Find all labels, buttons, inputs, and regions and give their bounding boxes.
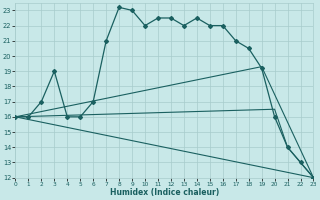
X-axis label: Humidex (Indice chaleur): Humidex (Indice chaleur) bbox=[110, 188, 219, 197]
